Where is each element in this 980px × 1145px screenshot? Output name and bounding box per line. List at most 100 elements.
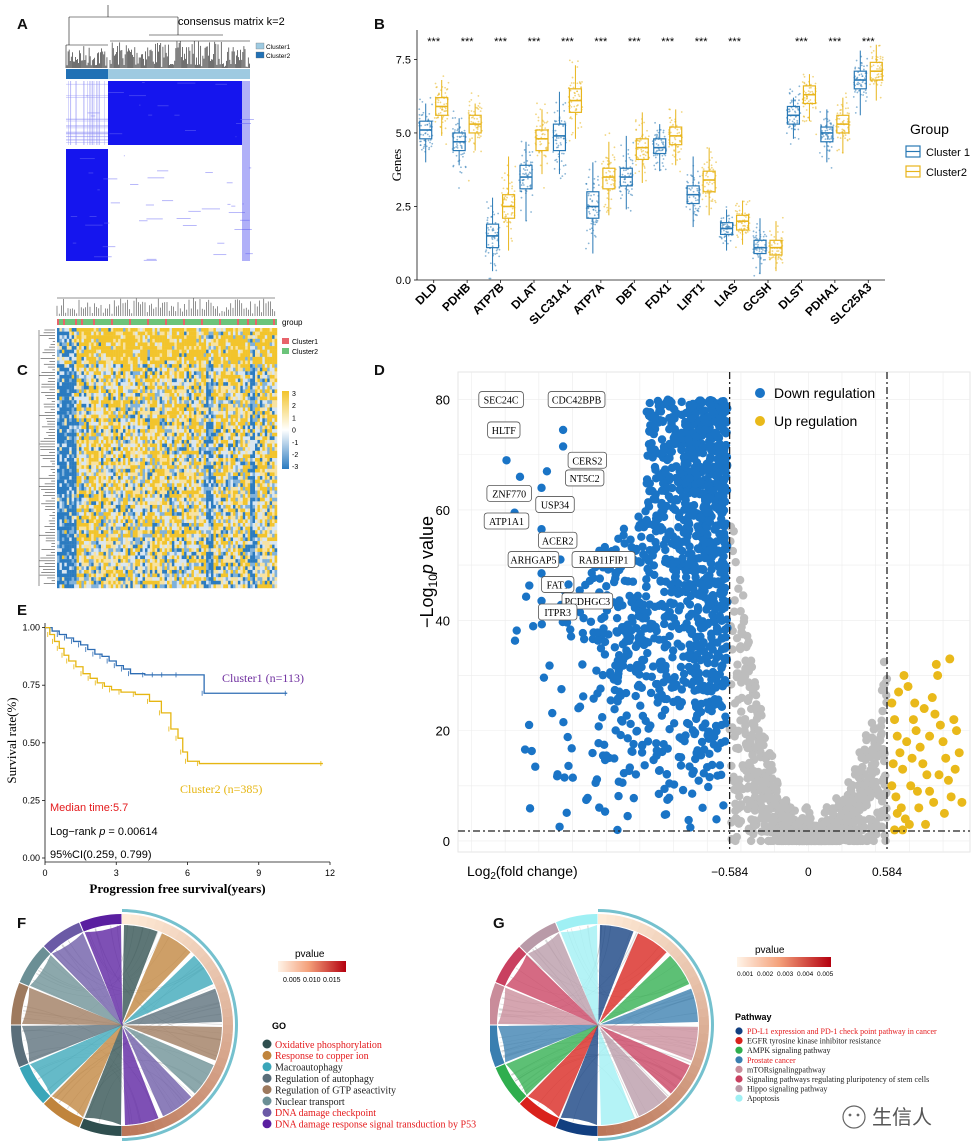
panel-label-f: F xyxy=(17,915,27,932)
pathway-legend-item: Apoptosis xyxy=(735,1094,779,1103)
go-legend-label: Nuclear transport xyxy=(275,1097,345,1108)
go-legend-dot xyxy=(262,1073,272,1083)
pathway-ribbon xyxy=(560,925,634,1125)
volcano-legend-down: Down regulation xyxy=(774,385,875,401)
heatmap-scale-tick: 1 xyxy=(292,415,296,422)
gene-callout-text: HLTF xyxy=(492,426,517,437)
survival-curve-cluster1 xyxy=(45,626,288,694)
go-ribbons xyxy=(22,925,222,1125)
go-ribbon xyxy=(22,987,222,1061)
box-GCSH-cluster2 xyxy=(768,216,784,272)
go-term-arc xyxy=(19,1064,51,1104)
volcano-y-tick: 80 xyxy=(436,393,450,408)
pathway-pvalue-title: pvalue xyxy=(755,945,785,956)
go-legend-item: Oxidative phosphorylation xyxy=(262,1039,382,1051)
go-chord-diagram xyxy=(11,909,238,1141)
pathway-legend-label: Apoptosis xyxy=(747,1094,779,1103)
box-DLD-cluster1 xyxy=(418,96,434,163)
panel-g-pathway-chord: pvalue 0.001 0.002 0.003 0.004 0.005 Pat… xyxy=(490,909,937,1141)
significance-mark: *** xyxy=(728,36,742,48)
consensus-legend: Cluster1 Cluster2 xyxy=(255,42,291,60)
volcano-legend-up: Up regulation xyxy=(774,413,857,429)
go-ribbon xyxy=(84,925,159,1125)
go-term-arc xyxy=(43,1096,83,1128)
significance-mark: *** xyxy=(494,36,508,48)
heatmap-scale-tick: 3 xyxy=(292,391,296,398)
significance-mark: *** xyxy=(528,36,542,48)
significance-mark: *** xyxy=(461,36,475,48)
gene-callout-text: ITPR3 xyxy=(544,608,571,619)
gene-label-GCSH: GCSH xyxy=(740,280,774,314)
pathway-term-arc xyxy=(556,1118,598,1136)
survival-logrank: Log−rank p = 0.00614 xyxy=(50,826,158,838)
volcano-x-axis-title: Log2(fold change) xyxy=(467,863,578,882)
boxplot-legend-cluster2: Cluster2 xyxy=(926,167,967,179)
box-LIAS-cluster1 xyxy=(718,206,735,251)
go-legend-dot xyxy=(262,1062,272,1072)
heatmap-scale-tick: -3 xyxy=(292,464,298,471)
gene-callout-HLTF: HLTF xyxy=(487,421,521,439)
pathway-term-arc xyxy=(490,983,505,1025)
pathway-legend-label: Signaling pathways regulating pluripoten… xyxy=(747,1075,929,1084)
gene-callout-NT5C2: NT5C2 xyxy=(565,469,605,487)
gene-callout-text: ACER2 xyxy=(542,536,574,547)
gene-callout-ARHGAP5: ARHGAP5 xyxy=(507,551,560,568)
pathway-pvalue-tick-5: 0.005 xyxy=(817,971,834,978)
pathway-ribbons xyxy=(498,925,698,1125)
heatmap-row-dendrogram xyxy=(38,329,55,586)
volcano-x-tick: 0.584 xyxy=(872,865,902,879)
gene-callout-FAT1: FAT1 xyxy=(541,576,575,593)
boxplot-legend-cluster1: Cluster 1 xyxy=(926,147,970,159)
go-legend-dot xyxy=(262,1096,272,1106)
pathway-legend-dot xyxy=(735,1027,743,1035)
pathway-legend-label: EGFR tyrosine kinase inhibitor resistanc… xyxy=(747,1037,881,1046)
panel-label-g: G xyxy=(493,915,505,932)
significance-mark: *** xyxy=(828,36,842,48)
box-ATP7B-cluster2 xyxy=(500,156,517,251)
significance-mark: *** xyxy=(594,36,608,48)
heatmap-scale-tick: 0 xyxy=(292,428,296,435)
gene-callout-text: ZNF770 xyxy=(492,489,526,500)
gene-callout-text: FAT1 xyxy=(547,580,569,591)
go-legend-label: DNA damage checkpoint xyxy=(275,1108,376,1119)
gene-callout-USP34: USP34 xyxy=(535,496,575,513)
go-term-arc xyxy=(80,1118,122,1136)
boxplot-y-tick: 7.5 xyxy=(396,54,411,66)
heatmap-color-scale xyxy=(282,391,289,469)
panel-c-heatmap: group Cluster1 Cluster2 3 2 1 0 -1 -2 -3 xyxy=(38,297,318,589)
survival-curve-cluster2 xyxy=(45,626,323,765)
pathway-chord-diagram xyxy=(490,909,714,1141)
go-legend-item: Macroautophagy xyxy=(262,1062,343,1074)
pathway-term-arc xyxy=(519,922,559,954)
go-legend-label: Macroautophagy xyxy=(275,1063,343,1074)
volcano-down-points xyxy=(510,395,732,835)
panel-label-c: C xyxy=(17,362,28,379)
survival-x-tick: 0 xyxy=(42,868,47,878)
box-DLST-cluster1 xyxy=(785,85,802,145)
boxplot-y-tick: 0.0 xyxy=(396,275,411,287)
cluster-bar-1 xyxy=(66,69,108,79)
pathway-legend-item: EGFR tyrosine kinase inhibitor resistanc… xyxy=(735,1037,881,1046)
gene-label-DLD: DLD xyxy=(412,280,440,308)
survival-x-tick: 3 xyxy=(114,868,119,878)
volcano-x-tick: −0.584 xyxy=(711,865,748,879)
go-legend-label: Regulation of GTP aseactivity xyxy=(275,1085,396,1096)
box-LIPT1-cluster1 xyxy=(685,156,702,228)
panel-label-b: B xyxy=(374,16,385,33)
go-legend-label: Oxidative phosphorylation xyxy=(275,1040,382,1051)
gene-label-DBT: DBT xyxy=(613,280,641,308)
go-term-arc xyxy=(80,914,122,932)
pathway-legend-item: Signaling pathways regulating pluripoten… xyxy=(735,1075,929,1084)
go-pvalue-title: pvalue xyxy=(295,949,325,960)
go-legend-item: Nuclear transport xyxy=(262,1096,345,1108)
panel-f-go-chord: pvalue 0.005 0.010 0.015 GO Oxidative ph… xyxy=(11,909,476,1141)
heatmap-group-label: group xyxy=(282,318,303,327)
pathway-legend-label: Prostate cancer xyxy=(747,1056,796,1065)
boxplot-y-tick: 2.5 xyxy=(396,201,411,213)
go-legend-item: Regulation of autophagy xyxy=(262,1073,374,1085)
go-legend-item: DNA damage response signal transduction … xyxy=(262,1119,476,1131)
pathway-legend: PD-L1 expression and PD-1 check point pa… xyxy=(735,1027,937,1103)
pathway-legend-label: mTORsignalingpathway xyxy=(747,1065,826,1074)
pathway-pvalue-tick-4: 0.004 xyxy=(797,971,814,978)
